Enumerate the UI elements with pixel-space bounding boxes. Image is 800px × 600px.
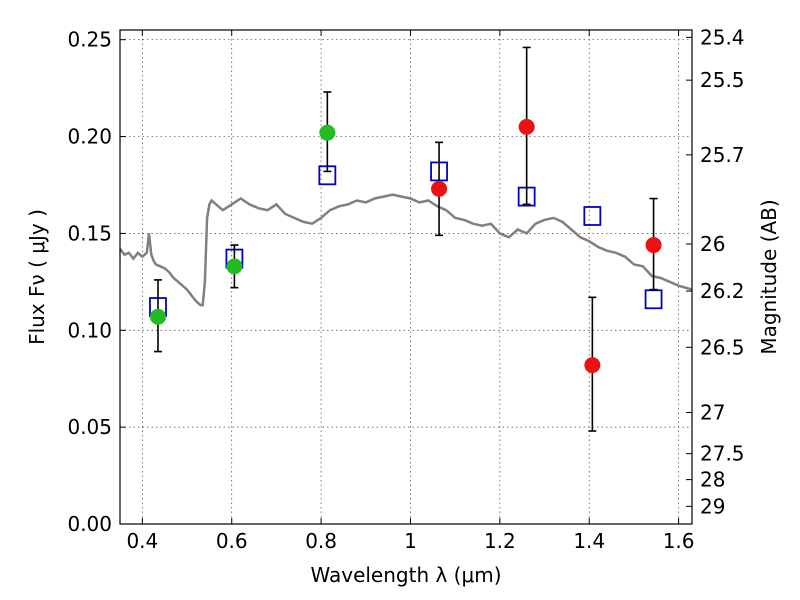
x-tick-label: 1.6 xyxy=(663,529,695,553)
data-marks xyxy=(149,46,663,432)
x-tick-label: 0.8 xyxy=(305,529,337,553)
right-axis-label: Magnitude (AB) xyxy=(757,199,781,354)
green-circle-point xyxy=(226,258,243,275)
model-spectrum-line xyxy=(119,193,693,307)
axis-ticks: 0.4 0.6 0.8 1 1.2 1.4 1.6 0.00 0.05 0.10 0.15 0.20 0… xyxy=(67,25,744,553)
x-axis-label: Wavelength λ (μm) xyxy=(310,563,501,587)
grid-lines xyxy=(120,30,692,524)
model-photometry-square xyxy=(583,206,602,226)
model-spectrum xyxy=(119,193,693,307)
y-tick-label: 0.00 xyxy=(67,512,112,536)
model-photometry-square xyxy=(644,289,663,310)
y-tick-label: 0.25 xyxy=(67,28,112,52)
right-tick-label: 25.5 xyxy=(700,68,745,92)
x-tick-label: 0.6 xyxy=(216,529,248,553)
right-tick-label: 27.5 xyxy=(700,442,745,466)
red-circle-point xyxy=(518,118,535,135)
green-circle-point xyxy=(149,308,166,325)
y-tick-label: 0.20 xyxy=(67,125,112,149)
red-circle-point xyxy=(645,237,662,254)
red-circle-point xyxy=(584,357,601,374)
right-tick-label: 26.5 xyxy=(700,335,745,359)
x-tick-label: 1.2 xyxy=(484,529,516,553)
y-tick-label: 0.05 xyxy=(67,415,112,439)
right-tick-label: 27 xyxy=(700,401,725,425)
y-tick-label: 0.10 xyxy=(67,318,112,342)
plot-frame xyxy=(119,29,693,525)
x-tick-label: 0.4 xyxy=(126,529,158,553)
right-tick-label: 26.2 xyxy=(700,279,745,303)
x-tick-label: 1 xyxy=(404,529,417,553)
right-tick-label: 25.7 xyxy=(700,143,745,167)
green-circle-point xyxy=(319,124,336,141)
x-tick-label: 1.4 xyxy=(573,529,605,553)
y-axis-label: Flux Fν ( μJy ) xyxy=(25,209,49,345)
right-tick-label: 26 xyxy=(700,232,725,256)
y-tick-label: 0.15 xyxy=(67,221,112,245)
right-tick-label: 28 xyxy=(700,468,725,492)
right-tick-label: 25.4 xyxy=(700,25,745,49)
red-circle-point xyxy=(431,180,448,197)
right-tick-label: 29 xyxy=(700,494,725,518)
